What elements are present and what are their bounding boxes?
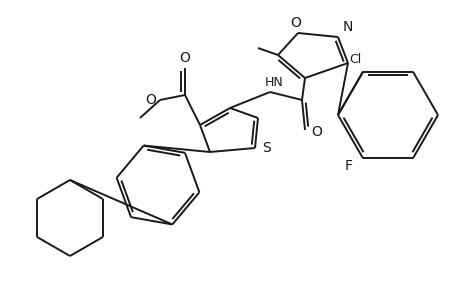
Text: Cl: Cl bbox=[348, 53, 360, 66]
Text: S: S bbox=[262, 141, 271, 155]
Text: HN: HN bbox=[264, 76, 283, 88]
Text: O: O bbox=[179, 51, 190, 65]
Text: O: O bbox=[290, 16, 301, 30]
Text: N: N bbox=[342, 20, 353, 34]
Text: O: O bbox=[145, 93, 156, 107]
Text: F: F bbox=[344, 159, 352, 173]
Text: O: O bbox=[311, 125, 322, 139]
